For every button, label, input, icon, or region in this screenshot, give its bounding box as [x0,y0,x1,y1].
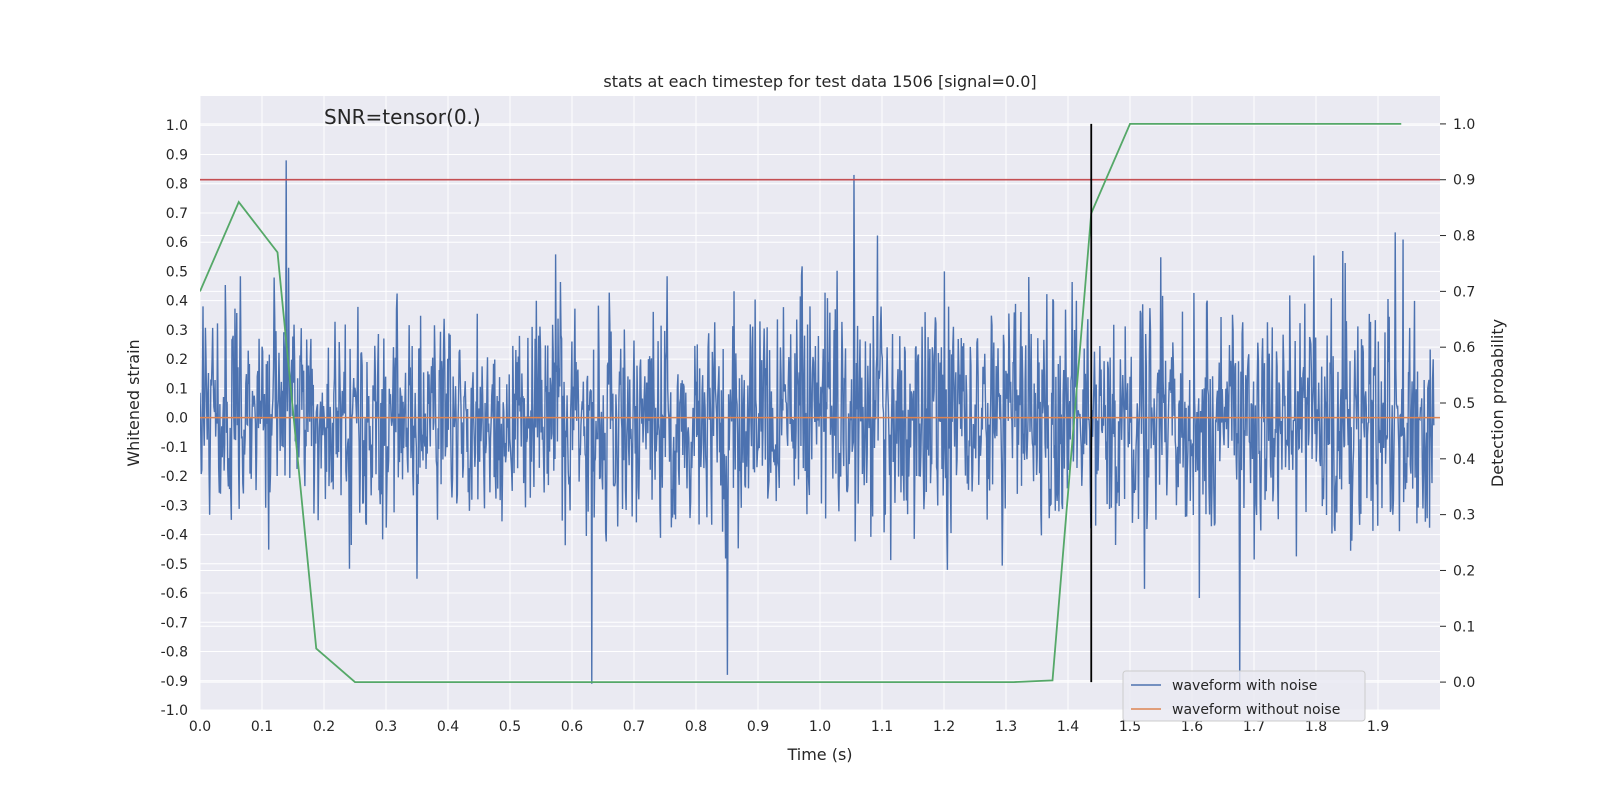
grid [199,96,1440,711]
series-waveform-with-noise [200,160,1435,687]
y-tick-label: -0.2 [161,469,188,485]
x-tick-label: 0.8 [685,719,707,735]
x-tick-label: 1.1 [871,719,893,735]
legend: waveform with noise waveform without noi… [1122,670,1366,722]
x-tick-label: 0.7 [623,719,645,735]
series-detection-probability [200,123,1402,683]
y2-tick-label: 0.9 [1453,173,1475,189]
y-tick-label: 0.0 [166,411,188,427]
y2-tick-label: 0.6 [1453,340,1475,356]
y2-tick-label: 0.8 [1453,229,1475,245]
y-tick-label: -0.1 [161,440,188,456]
y-tick-label: -1.0 [161,703,188,719]
x-tick-label: 1.3 [995,719,1017,735]
x-axis-label: Time (s) [786,745,852,764]
y-tick-label: 0.4 [166,294,188,310]
x-tick-label: 0.9 [747,719,769,735]
x-axis-ticks: 0.0 0.1 0.2 0.3 0.4 0.5 0.6 0.7 0.8 0.9 1.0 1.1 1.2 1… [189,719,1389,735]
y-axis-label: Whitened strain [124,339,143,466]
x-tick-label: 0.0 [189,719,211,735]
x-tick-label: 1.7 [1243,719,1265,735]
y-tick-label: -0.8 [161,645,188,661]
x-tick-label: 1.9 [1367,719,1389,735]
y2-tick-label: 1.0 [1453,117,1475,133]
y2-tick-label: 0.4 [1453,452,1475,468]
x-tick-label: 0.3 [375,719,397,735]
y2-tick-label: 0.1 [1453,619,1475,635]
legend-box [1122,670,1366,722]
x-tick-label: 0.2 [313,719,335,735]
series-area [200,123,1440,687]
chart-title: stats at each timestep for test data 150… [603,72,1036,91]
y-tick-label: 0.3 [166,323,188,339]
x-tick-label: 1.2 [933,719,955,735]
x-tick-label: 0.5 [499,719,521,735]
y-tick-label: 0.7 [166,206,188,222]
x-tick-label: 1.6 [1181,719,1203,735]
y2-tick-label: 0.3 [1453,508,1475,524]
x-tick-label: 1.8 [1305,719,1327,735]
y-tick-label: -0.7 [161,615,188,631]
y-tick-label: -0.5 [161,557,188,573]
snr-annotation: SNR=tensor(0.) [324,105,481,129]
x-tick-label: 1.0 [809,719,831,735]
y-tick-label: 0.1 [166,381,188,397]
y2-tick-label: 0.5 [1453,396,1475,412]
y-tick-label: 0.8 [166,177,188,193]
y2-axis-ticks: 0.0 0.1 0.2 0.3 0.4 0.5 0.6 0.7 0.8 0.9 1.0 [1440,117,1475,691]
y2-tick-label: 0.2 [1453,563,1475,579]
y-tick-label: -0.6 [161,586,188,602]
legend-label-with-noise: waveform with noise [1172,678,1317,694]
y-tick-label: -0.9 [161,674,188,690]
x-tick-label: 1.5 [1119,719,1141,735]
y-tick-label: 1.0 [166,118,188,134]
y2-tick-label: 0.0 [1453,675,1475,691]
legend-label-without-noise: waveform without noise [1172,702,1340,718]
y-tick-label: -0.4 [161,528,188,544]
x-tick-label: 0.4 [437,719,459,735]
y-tick-label: 0.5 [166,264,188,280]
y2-axis-label: Detection probability [1488,319,1507,487]
x-tick-label: 1.4 [1057,719,1079,735]
y-tick-label: 0.2 [166,352,188,368]
y-tick-label: 0.6 [166,235,188,251]
x-tick-label: 0.1 [251,719,273,735]
y-tick-label: 0.9 [166,147,188,163]
y-axis-ticks: -1.0 -0.9 -0.8 -0.7 -0.6 -0.5 -0.4 -0.3 -0.2 -0.1… [161,118,188,719]
x-tick-label: 0.6 [561,719,583,735]
y-tick-label: -0.3 [161,498,188,514]
y2-tick-label: 0.7 [1453,284,1475,300]
